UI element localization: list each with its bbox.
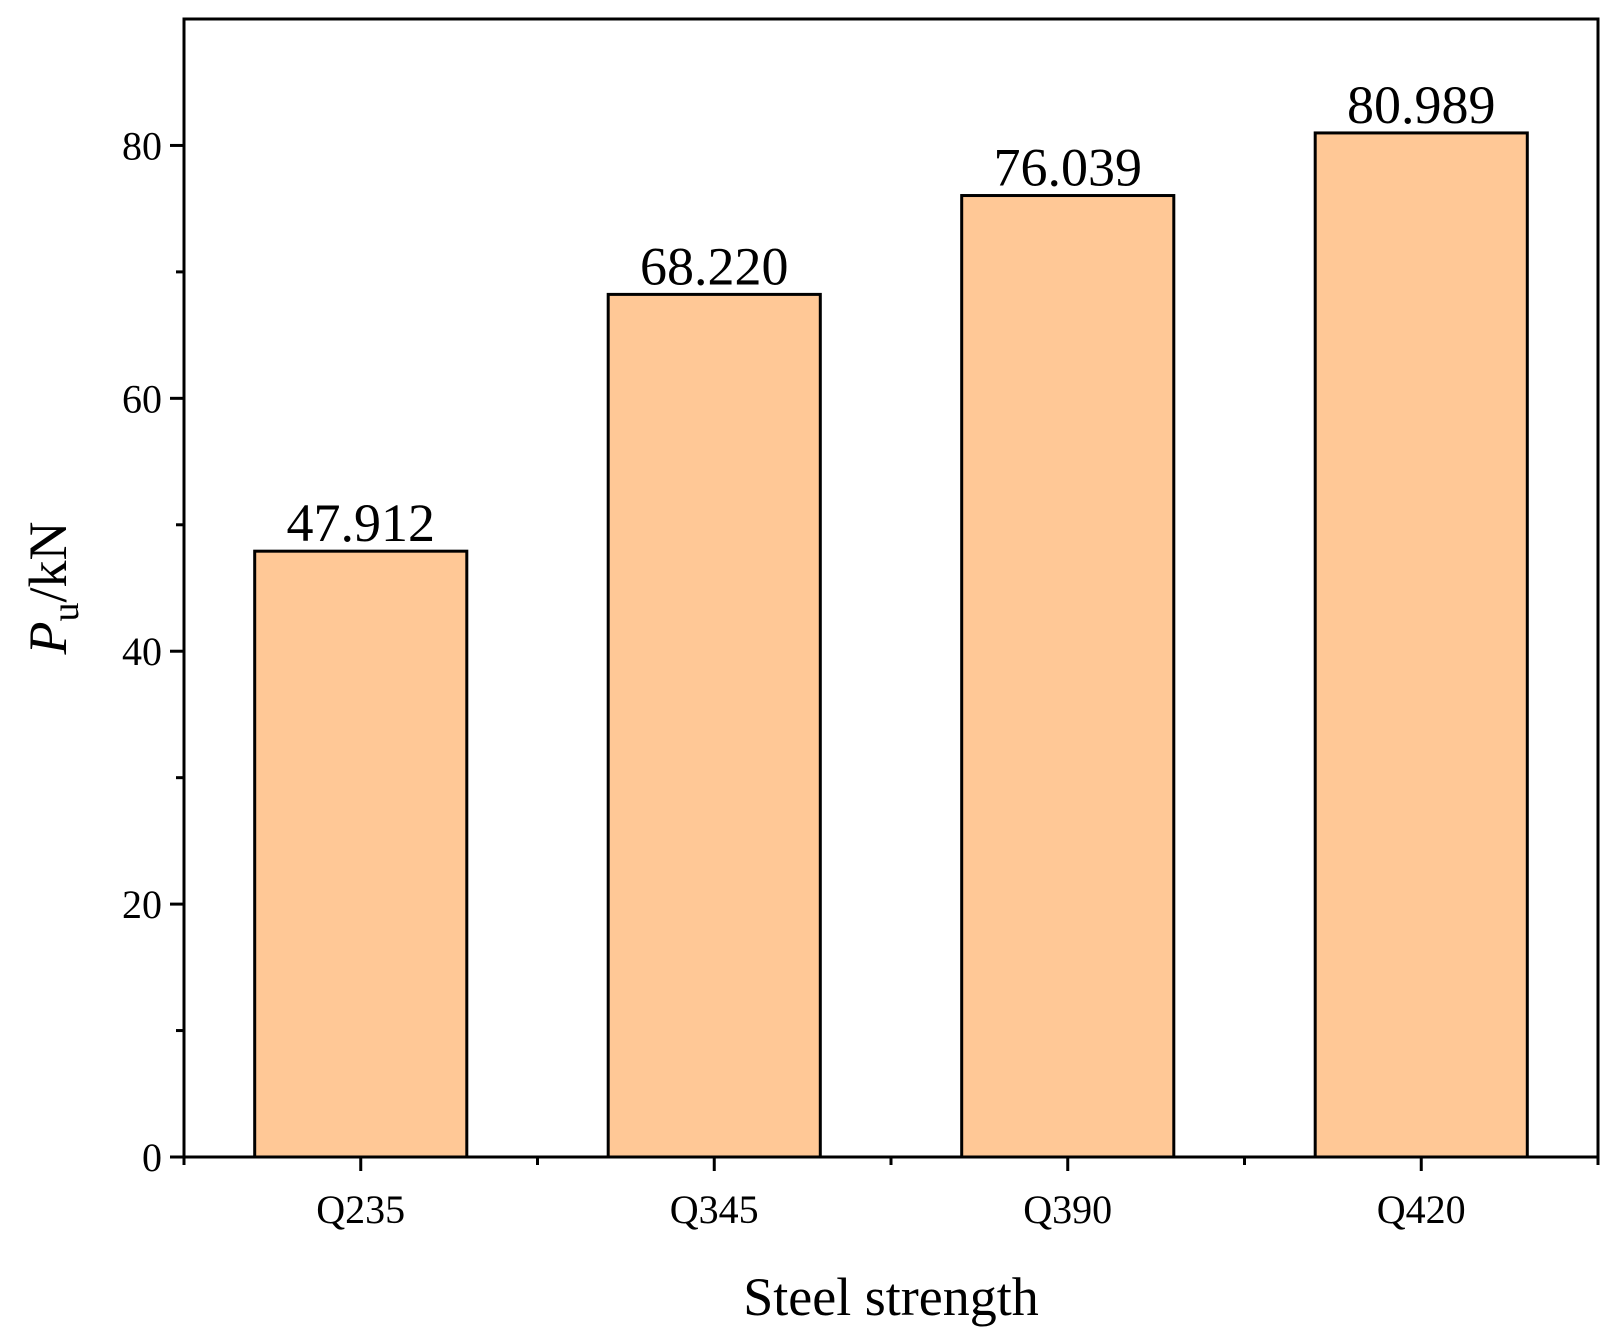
y-axis-ticks: 0 20 40 60 80 xyxy=(122,123,184,1180)
x-axis-ticks: Q235 Q345 Q390 Q420 xyxy=(182,1157,1600,1232)
bar-q345 xyxy=(606,292,822,1159)
y-tick-label-0: 0 xyxy=(142,1135,162,1180)
y-axis-label: Pu/kN xyxy=(18,522,87,656)
bar-q390 xyxy=(960,194,1176,1159)
x-axis-label: Steel strength xyxy=(743,1267,1038,1327)
y-tick-label-60: 60 xyxy=(122,376,162,421)
value-label-q420: 80.989 xyxy=(1347,75,1496,135)
y-tick-label-20: 20 xyxy=(122,882,162,927)
bars-layer xyxy=(253,131,1529,1159)
x-tick-label-q420: Q420 xyxy=(1377,1187,1466,1232)
y-axis-label-subscript: u xyxy=(45,603,87,622)
x-tick-label-q345: Q345 xyxy=(670,1187,759,1232)
y-axis-label-main: P xyxy=(18,622,78,656)
value-label-q345: 68.220 xyxy=(640,236,789,296)
x-tick-label-q235: Q235 xyxy=(316,1187,405,1232)
bar-q235 xyxy=(253,549,469,1159)
value-label-q235: 47.912 xyxy=(287,493,436,553)
y-tick-label-40: 40 xyxy=(122,629,162,674)
y-axis-label-unit: /kN xyxy=(18,522,78,603)
x-tick-label-q390: Q390 xyxy=(1023,1187,1112,1232)
value-label-q390: 76.039 xyxy=(994,138,1143,198)
bar-q420 xyxy=(1313,131,1529,1159)
y-tick-label-80: 80 xyxy=(122,123,162,168)
value-labels-layer: 47.912 68.220 76.039 80.989 xyxy=(287,75,1496,553)
